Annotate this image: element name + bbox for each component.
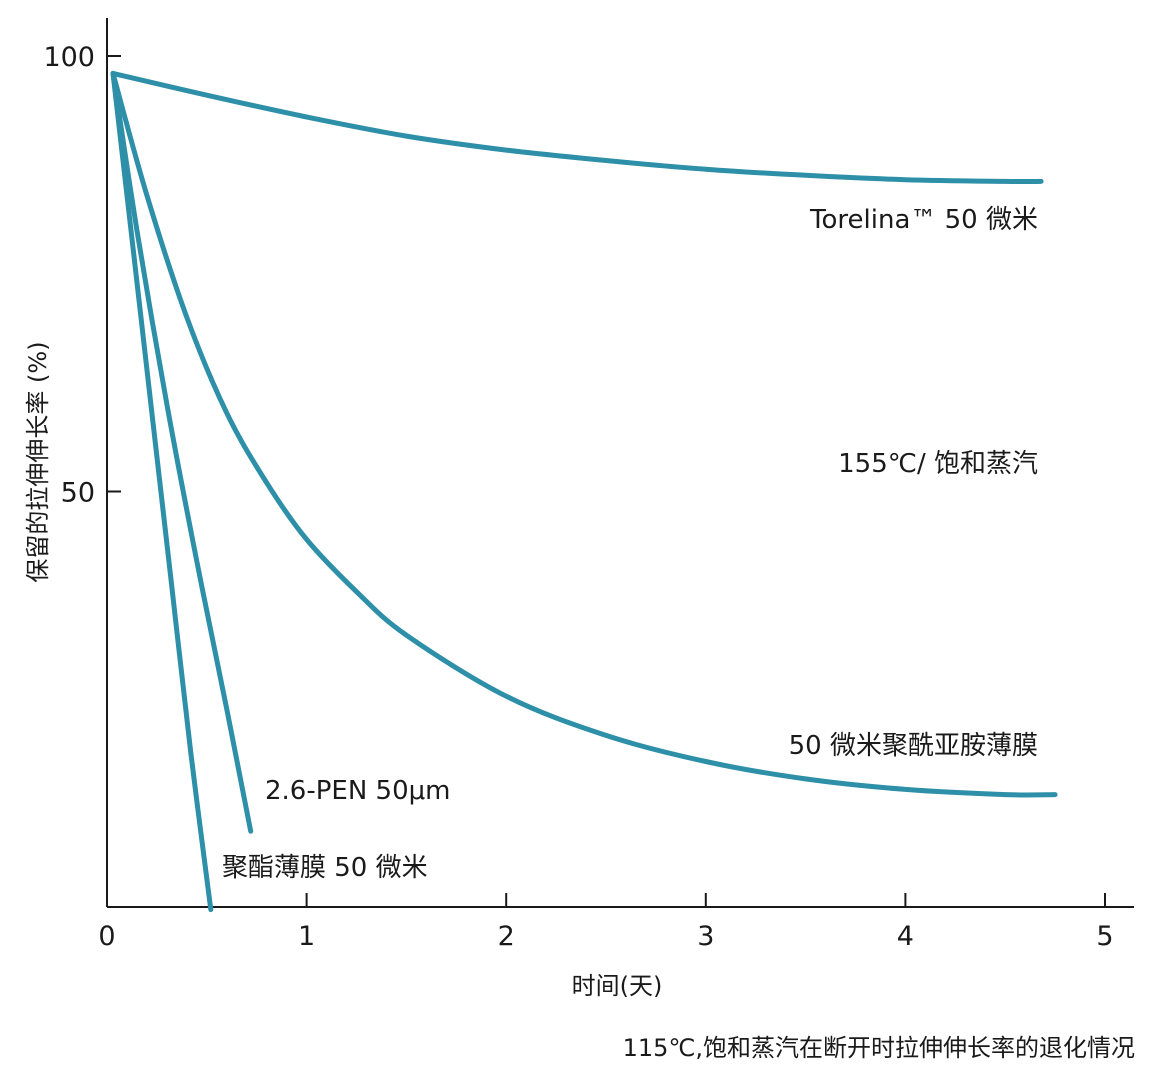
series-label-polyimide: 50 微米聚酰亚胺薄膜: [789, 731, 1038, 761]
x-tick-label: 2: [498, 921, 515, 952]
series-line-torelina: [110, 70, 1044, 185]
annotation-condition: 155℃/ 饱和蒸汽: [838, 449, 1038, 479]
series-line-polyimide: [110, 70, 1058, 798]
x-axis-title: 时间(天): [572, 972, 663, 1000]
series-layer: [110, 70, 1058, 913]
y-axis-title: 保留的拉伸伸长率 (%): [24, 341, 52, 582]
y-tick-label: 50: [61, 478, 95, 509]
x-tick-label: 0: [98, 921, 115, 952]
series-label-polyester: 聚酯薄膜 50 微米: [222, 853, 428, 883]
y-tick-label: 100: [43, 42, 95, 73]
series-label-torelina: Torelina™ 50 微米: [809, 205, 1038, 235]
x-tick-label: 4: [897, 921, 914, 952]
series-label-pen: 2.6-PEN 50μm: [265, 776, 451, 806]
series-line-polyester: [110, 70, 214, 913]
x-tick-label: 5: [1096, 921, 1113, 952]
x-tick-label: 3: [697, 921, 714, 952]
tick-layer: 0 1 2 3 4 5 50 100: [43, 42, 1113, 952]
series-line-pen: [110, 70, 254, 834]
chart-caption: 115℃,饱和蒸汽在断开时拉伸伸长率的退化情况: [623, 1034, 1135, 1062]
x-tick-label: 1: [298, 921, 315, 952]
